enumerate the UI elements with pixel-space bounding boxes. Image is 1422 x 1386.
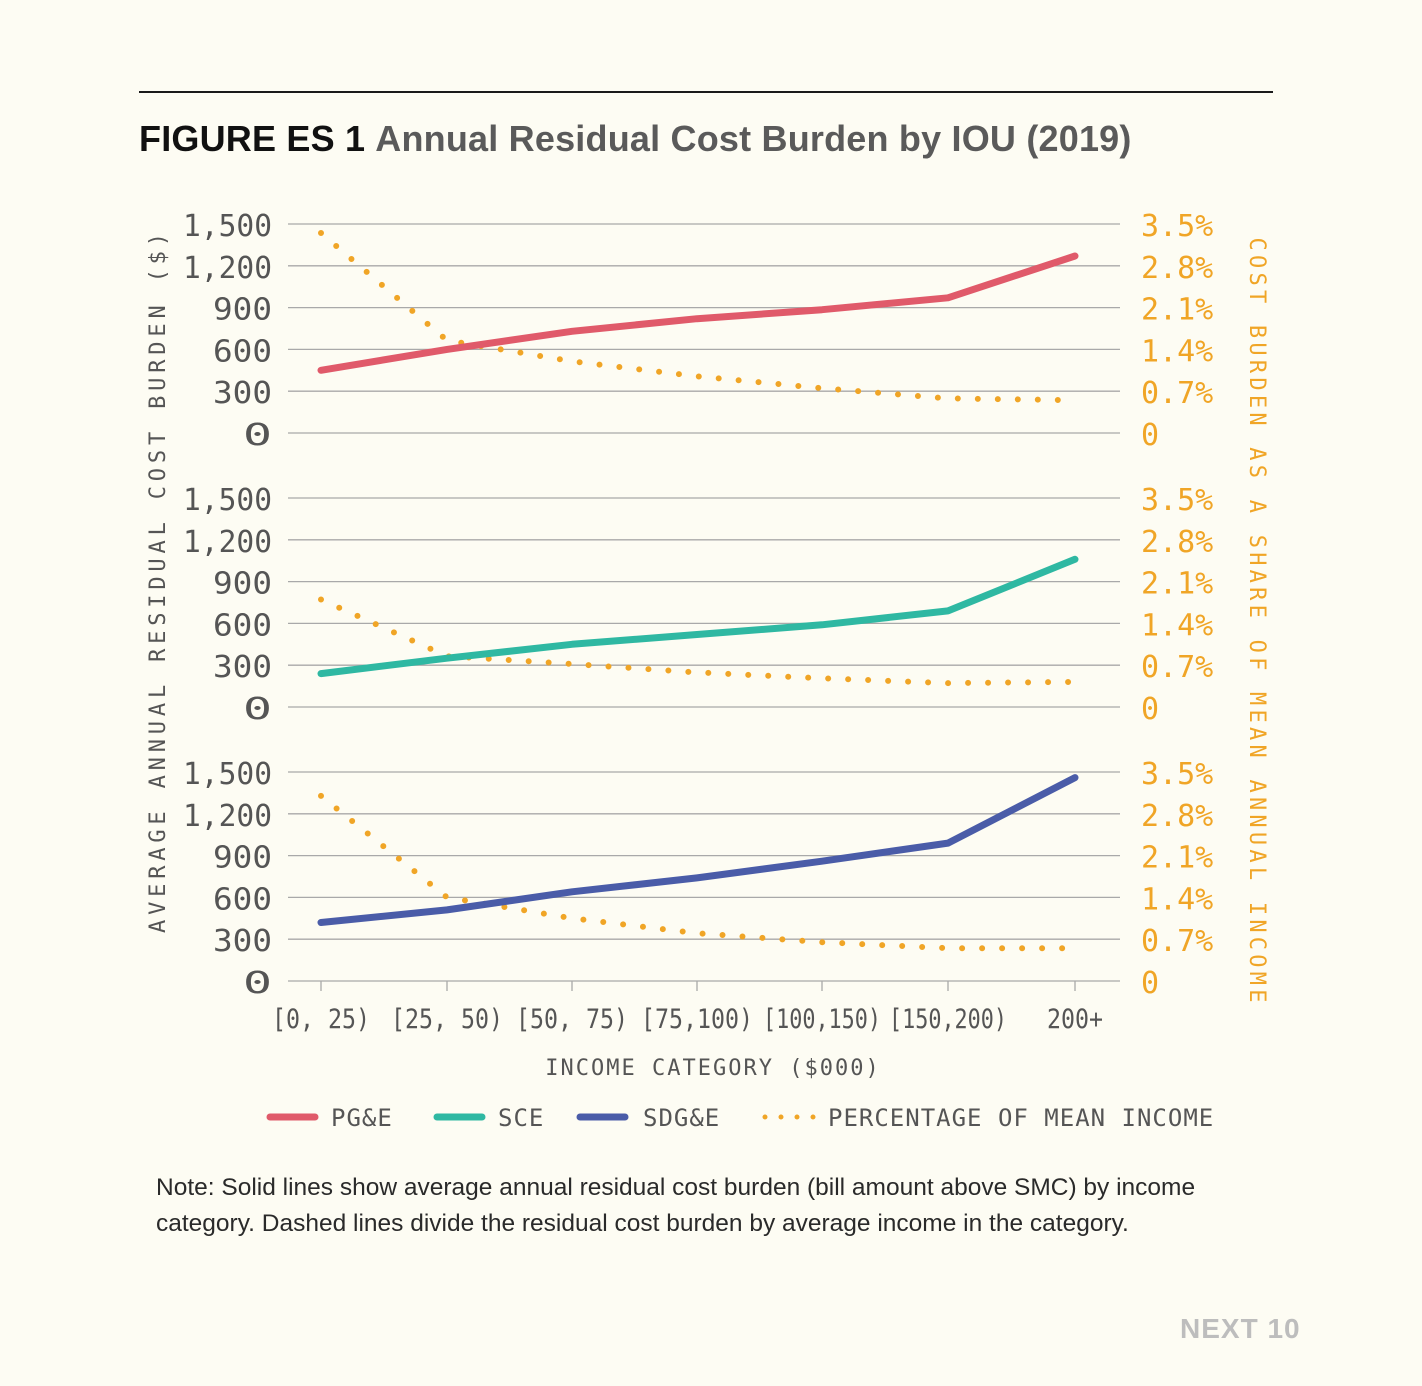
share-line <box>318 230 1078 404</box>
legend-label: PERCENTAGE OF MEAN INCOME <box>828 1104 1214 1132</box>
share-line <box>318 792 1078 952</box>
x-tick-label: [0, 25) <box>272 1004 370 1035</box>
y-tick-label-left: 0 <box>243 418 272 453</box>
chart: 1,500 3.5% 1,200 2.8% 900 2.1% 600 1.4% 300 0.7% 0… <box>146 209 1269 1132</box>
x-tick-label: [150,200) <box>889 1004 1007 1035</box>
y-tick-label-right: 2.8% <box>1141 525 1213 560</box>
y-tick-label-right: 2.8% <box>1141 251 1213 286</box>
y-tick-label-right: 0 <box>1141 692 1159 727</box>
y-tick-label-left: 900 <box>213 293 272 328</box>
y-tick-label-left: 300 <box>213 650 272 685</box>
legend-label: SDG&E <box>643 1104 720 1132</box>
y-tick-label-left: 1,200 <box>183 525 272 560</box>
chart-note: Note: Solid lines show average annual re… <box>156 1174 1196 1237</box>
y-tick-label-left: 0 <box>243 966 272 1001</box>
y-tick-label-left: 1,500 <box>183 483 272 518</box>
y-tick-label-left: 600 <box>213 608 272 643</box>
y-tick-label-right: 2.8% <box>1141 799 1213 834</box>
legend-label: SCE <box>498 1104 544 1132</box>
y-tick-label-right: 1.4% <box>1141 334 1213 369</box>
y-tick-label-right: 3.5% <box>1141 483 1213 518</box>
y-tick-label-right: 0 <box>1141 966 1159 1001</box>
y-tick-label-right: 0 <box>1141 418 1159 453</box>
y-tick-label-left: 600 <box>213 882 272 917</box>
y-tick-label-right: 3.5% <box>1141 209 1213 244</box>
y-tick-label-right: 3.5% <box>1141 757 1213 792</box>
y-tick-label-right: 0.7% <box>1141 650 1213 685</box>
y-tick-label-right: 0.7% <box>1141 924 1213 959</box>
share-line <box>318 596 1078 687</box>
x-axis-title: INCOME CATEGORY ($000) <box>545 1056 880 1081</box>
y-tick-label-right: 0.7% <box>1141 376 1213 411</box>
figure-title-text: Annual Residual Cost Burden by IOU (2019… <box>375 118 1132 159</box>
x-tick-label: 200+ <box>1047 1004 1103 1035</box>
y-tick-label-right: 2.1% <box>1141 841 1213 876</box>
x-tick-label: [75,100) <box>641 1004 753 1035</box>
x-tick-label: [100,150) <box>763 1004 881 1035</box>
y-tick-label-left: 600 <box>213 334 272 369</box>
brand-logo: NEXT 10 <box>1180 1313 1301 1344</box>
y-tick-label-left: 900 <box>213 567 272 602</box>
top-rule <box>139 91 1273 93</box>
y-tick-label-left: 1,200 <box>183 799 272 834</box>
figure-title: FIGURE ES 1 Annual Residual Cost Burden b… <box>139 118 1132 160</box>
legend-label: PG&E <box>331 1104 393 1132</box>
y-tick-label-left: 1,500 <box>183 757 272 792</box>
y-tick-label-left: 300 <box>213 924 272 959</box>
y-axis-title-right: COST BURDEN AS A SHARE OF MEAN ANNUAL IN… <box>1244 238 1269 1003</box>
y-axis-title-left: AVERAGE ANNUAL RESIDUAL COST BURDEN ($) <box>146 233 171 933</box>
y-tick-label-left: 300 <box>213 376 272 411</box>
cost-line <box>317 555 1079 678</box>
y-tick-label-left: 1,500 <box>183 209 272 244</box>
figure-label: FIGURE ES 1 <box>139 118 366 159</box>
y-tick-label-left: 900 <box>213 841 272 876</box>
y-tick-label-left: 0 <box>243 692 272 727</box>
y-tick-label-right: 1.4% <box>1141 608 1213 643</box>
cost-line <box>317 774 1079 926</box>
x-tick-label: [25, 50) <box>391 1004 503 1035</box>
y-tick-label-right: 2.1% <box>1141 567 1213 602</box>
cost-line <box>317 252 1079 374</box>
y-tick-label-right: 2.1% <box>1141 293 1213 328</box>
x-tick-label: [50, 75) <box>516 1004 628 1035</box>
y-tick-label-right: 1.4% <box>1141 882 1213 917</box>
y-tick-label-left: 1,200 <box>183 251 272 286</box>
